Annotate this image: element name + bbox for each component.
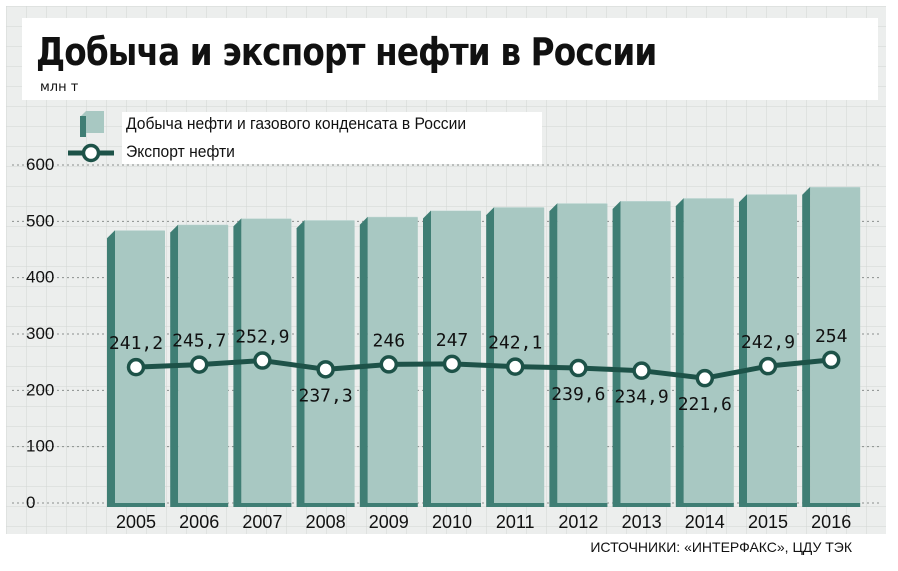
bar-base	[107, 503, 165, 507]
bar-side	[107, 230, 115, 503]
y-tick-label: 0	[26, 493, 35, 512]
x-axis-labels: 2005 2006 2007 2008 2009 2010 2011 2012 2013 2014…	[116, 512, 851, 532]
export-marker	[316, 360, 335, 379]
export-data-label: 245,7	[172, 331, 226, 352]
bar-side	[739, 194, 747, 503]
export-marker	[758, 356, 778, 376]
export-data-label: 254	[815, 326, 848, 347]
x-tick-label: 2014	[685, 512, 725, 532]
export-marker	[569, 358, 588, 378]
chart-title: Добыча и экспорт нефти в России	[36, 30, 657, 74]
bar-2015	[739, 194, 797, 507]
bar-base	[296, 503, 355, 507]
x-tick-label: 2010	[432, 512, 472, 532]
export-marker	[189, 355, 209, 374]
export-data-label: 242,9	[741, 332, 795, 353]
export-data-label: 246	[373, 330, 406, 351]
export-marker	[632, 361, 651, 380]
export-line-path	[135, 357, 832, 381]
bar-base	[359, 503, 418, 507]
bar-base	[802, 503, 861, 507]
export-marker	[126, 357, 146, 377]
bar-2012	[549, 203, 608, 507]
bar-base	[486, 503, 545, 507]
export-data-label: 234,9	[615, 387, 669, 408]
bar-face	[557, 203, 608, 503]
y-tick-label: 400	[26, 268, 54, 287]
x-tick-label: 2005	[116, 512, 156, 532]
x-tick-label: 2009	[369, 512, 409, 532]
export-line: 241,2 245,7 252,9 237,3 246 247 242,1 239,6 234,…	[109, 326, 848, 415]
title-panel	[22, 18, 878, 100]
bars	[107, 186, 861, 507]
bar-side	[359, 216, 368, 503]
bar-base	[612, 503, 671, 507]
export-marker	[379, 355, 399, 374]
bar-base	[423, 503, 481, 507]
export-marker	[253, 351, 272, 370]
x-tick-label: 2007	[242, 512, 282, 532]
bar-base	[739, 503, 797, 507]
legend-production-label: Добыча нефти и газового конденсата в Рос…	[126, 114, 467, 133]
export-data-label: 221,6	[678, 394, 732, 415]
y-tick-label: 500	[26, 211, 54, 230]
legend-line-marker	[81, 143, 101, 163]
bar-side	[802, 186, 811, 504]
x-tick-label: 2011	[496, 512, 535, 532]
export-marker	[442, 354, 462, 374]
legend-bar-side	[80, 116, 86, 137]
bar-face	[747, 194, 797, 503]
export-marker	[505, 357, 525, 376]
bar-2008	[296, 220, 355, 507]
export-data-label: 242,1	[488, 333, 542, 354]
bar-base	[549, 503, 608, 507]
bar-base	[233, 503, 292, 507]
bar-base	[170, 503, 229, 507]
y-tick-label: 200	[26, 380, 54, 399]
bar-2014	[675, 198, 734, 507]
source-note: ИСТОЧНИКИ: «ИНТЕРФАКС», ЦДУ ТЭК	[590, 539, 852, 555]
legend-panel	[122, 112, 542, 164]
export-data-label: 252,9	[235, 327, 289, 348]
export-data-label: 247	[436, 330, 469, 351]
export-marker	[695, 368, 715, 388]
export-data-label: 237,3	[299, 385, 353, 406]
y-tick-label: 300	[26, 324, 54, 343]
x-tick-label: 2016	[811, 512, 851, 532]
legend-marks	[68, 111, 114, 163]
bar-side	[675, 198, 684, 503]
bar-side	[549, 203, 558, 503]
bar-face	[810, 187, 861, 504]
bar-side	[296, 220, 305, 503]
bar-face	[620, 201, 671, 503]
bar-face	[683, 198, 734, 503]
export-marker	[821, 350, 841, 370]
bar-face	[494, 207, 545, 504]
x-tick-label: 2012	[558, 512, 598, 532]
bar-2013	[612, 200, 671, 507]
export-data-label: 239,6	[551, 384, 605, 405]
x-tick-label: 2013	[622, 512, 662, 532]
unit-label: млн т	[40, 80, 79, 95]
export-data-label: 241,2	[109, 333, 163, 354]
y-tick-label: 600	[26, 155, 54, 174]
legend-export-label: Экспорт нефти	[126, 142, 235, 161]
y-tick-label: 100	[26, 437, 54, 456]
y-axis-labels: 0 100 200 300 400 500 600	[26, 155, 54, 512]
bar-side	[612, 200, 621, 503]
bar-side	[423, 210, 431, 503]
x-tick-label: 2008	[306, 512, 346, 532]
bar-side	[486, 207, 495, 504]
bar-2011	[486, 207, 545, 507]
bar-2016	[802, 186, 861, 507]
x-tick-label: 2006	[179, 512, 219, 532]
bar-base	[675, 503, 734, 507]
x-tick-label: 2015	[748, 512, 788, 532]
